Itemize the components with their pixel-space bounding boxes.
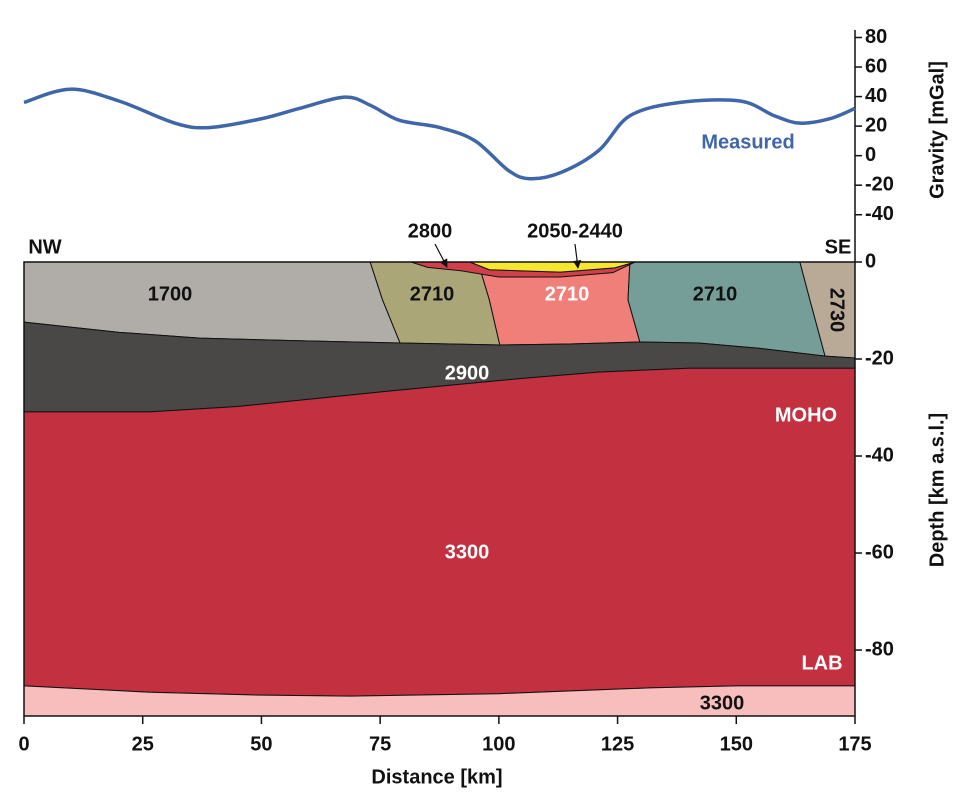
x-tick-label: 175 (838, 733, 871, 755)
section-frame (23, 261, 856, 717)
y-tick-label: 0 (865, 144, 876, 166)
series-label: Measured (701, 131, 794, 153)
body-label: 2710 (545, 283, 590, 305)
y-tick-label: -60 (865, 541, 894, 563)
annotation: LAB (801, 652, 842, 674)
gravity-line (23, 87, 856, 181)
y-tick-label: 20 (865, 114, 887, 136)
section-bodies (23, 261, 856, 717)
x-tick-label: 50 (250, 733, 272, 755)
annotation: SE (825, 236, 852, 258)
leader-arrow (572, 243, 582, 269)
x-tick-label: 0 (18, 733, 29, 755)
body-label: 2710 (693, 283, 738, 305)
annotation: MOHO (775, 404, 837, 426)
body-label: 3300 (445, 541, 490, 563)
body-label: 2730 (826, 288, 848, 333)
x-tick-label: 25 (132, 733, 154, 755)
body-label: 2710 (410, 283, 455, 305)
y-tick-label: 80 (865, 26, 887, 48)
body (23, 367, 856, 697)
y-tick-label: -20 (865, 173, 894, 195)
y-tick-label: 60 (865, 55, 887, 77)
overlay: 80 60 40 20 0 -20 -40 Gravity [mGal] Measured 170… (18, 26, 948, 789)
y-axis-title: Depth [km a.s.l.] (926, 413, 948, 567)
body-label: 2800 (408, 220, 453, 242)
body-label: 3300 (700, 692, 745, 714)
y-tick-label: -80 (865, 638, 894, 660)
annotation: NW (28, 236, 61, 258)
leader-arrow (434, 243, 448, 268)
y-tick-label: -20 (865, 347, 894, 369)
y-tick-label: -40 (865, 444, 894, 466)
body-label: 1700 (148, 283, 193, 305)
x-tick-label: 75 (369, 733, 391, 755)
y-tick-label: -40 (865, 203, 894, 225)
y-tick-label: 40 (865, 85, 887, 107)
x-tick-label: 150 (720, 733, 753, 755)
body-label: 2050-2440 (527, 220, 623, 242)
y-tick-label: 0 (865, 250, 876, 272)
y-axis-title: Gravity [mGal] (926, 61, 948, 199)
x-tick-label: 100 (482, 733, 515, 755)
x-axis-title: Distance [km] (371, 766, 502, 788)
x-tick-label: 125 (601, 733, 634, 755)
body-label: 2900 (445, 362, 490, 384)
